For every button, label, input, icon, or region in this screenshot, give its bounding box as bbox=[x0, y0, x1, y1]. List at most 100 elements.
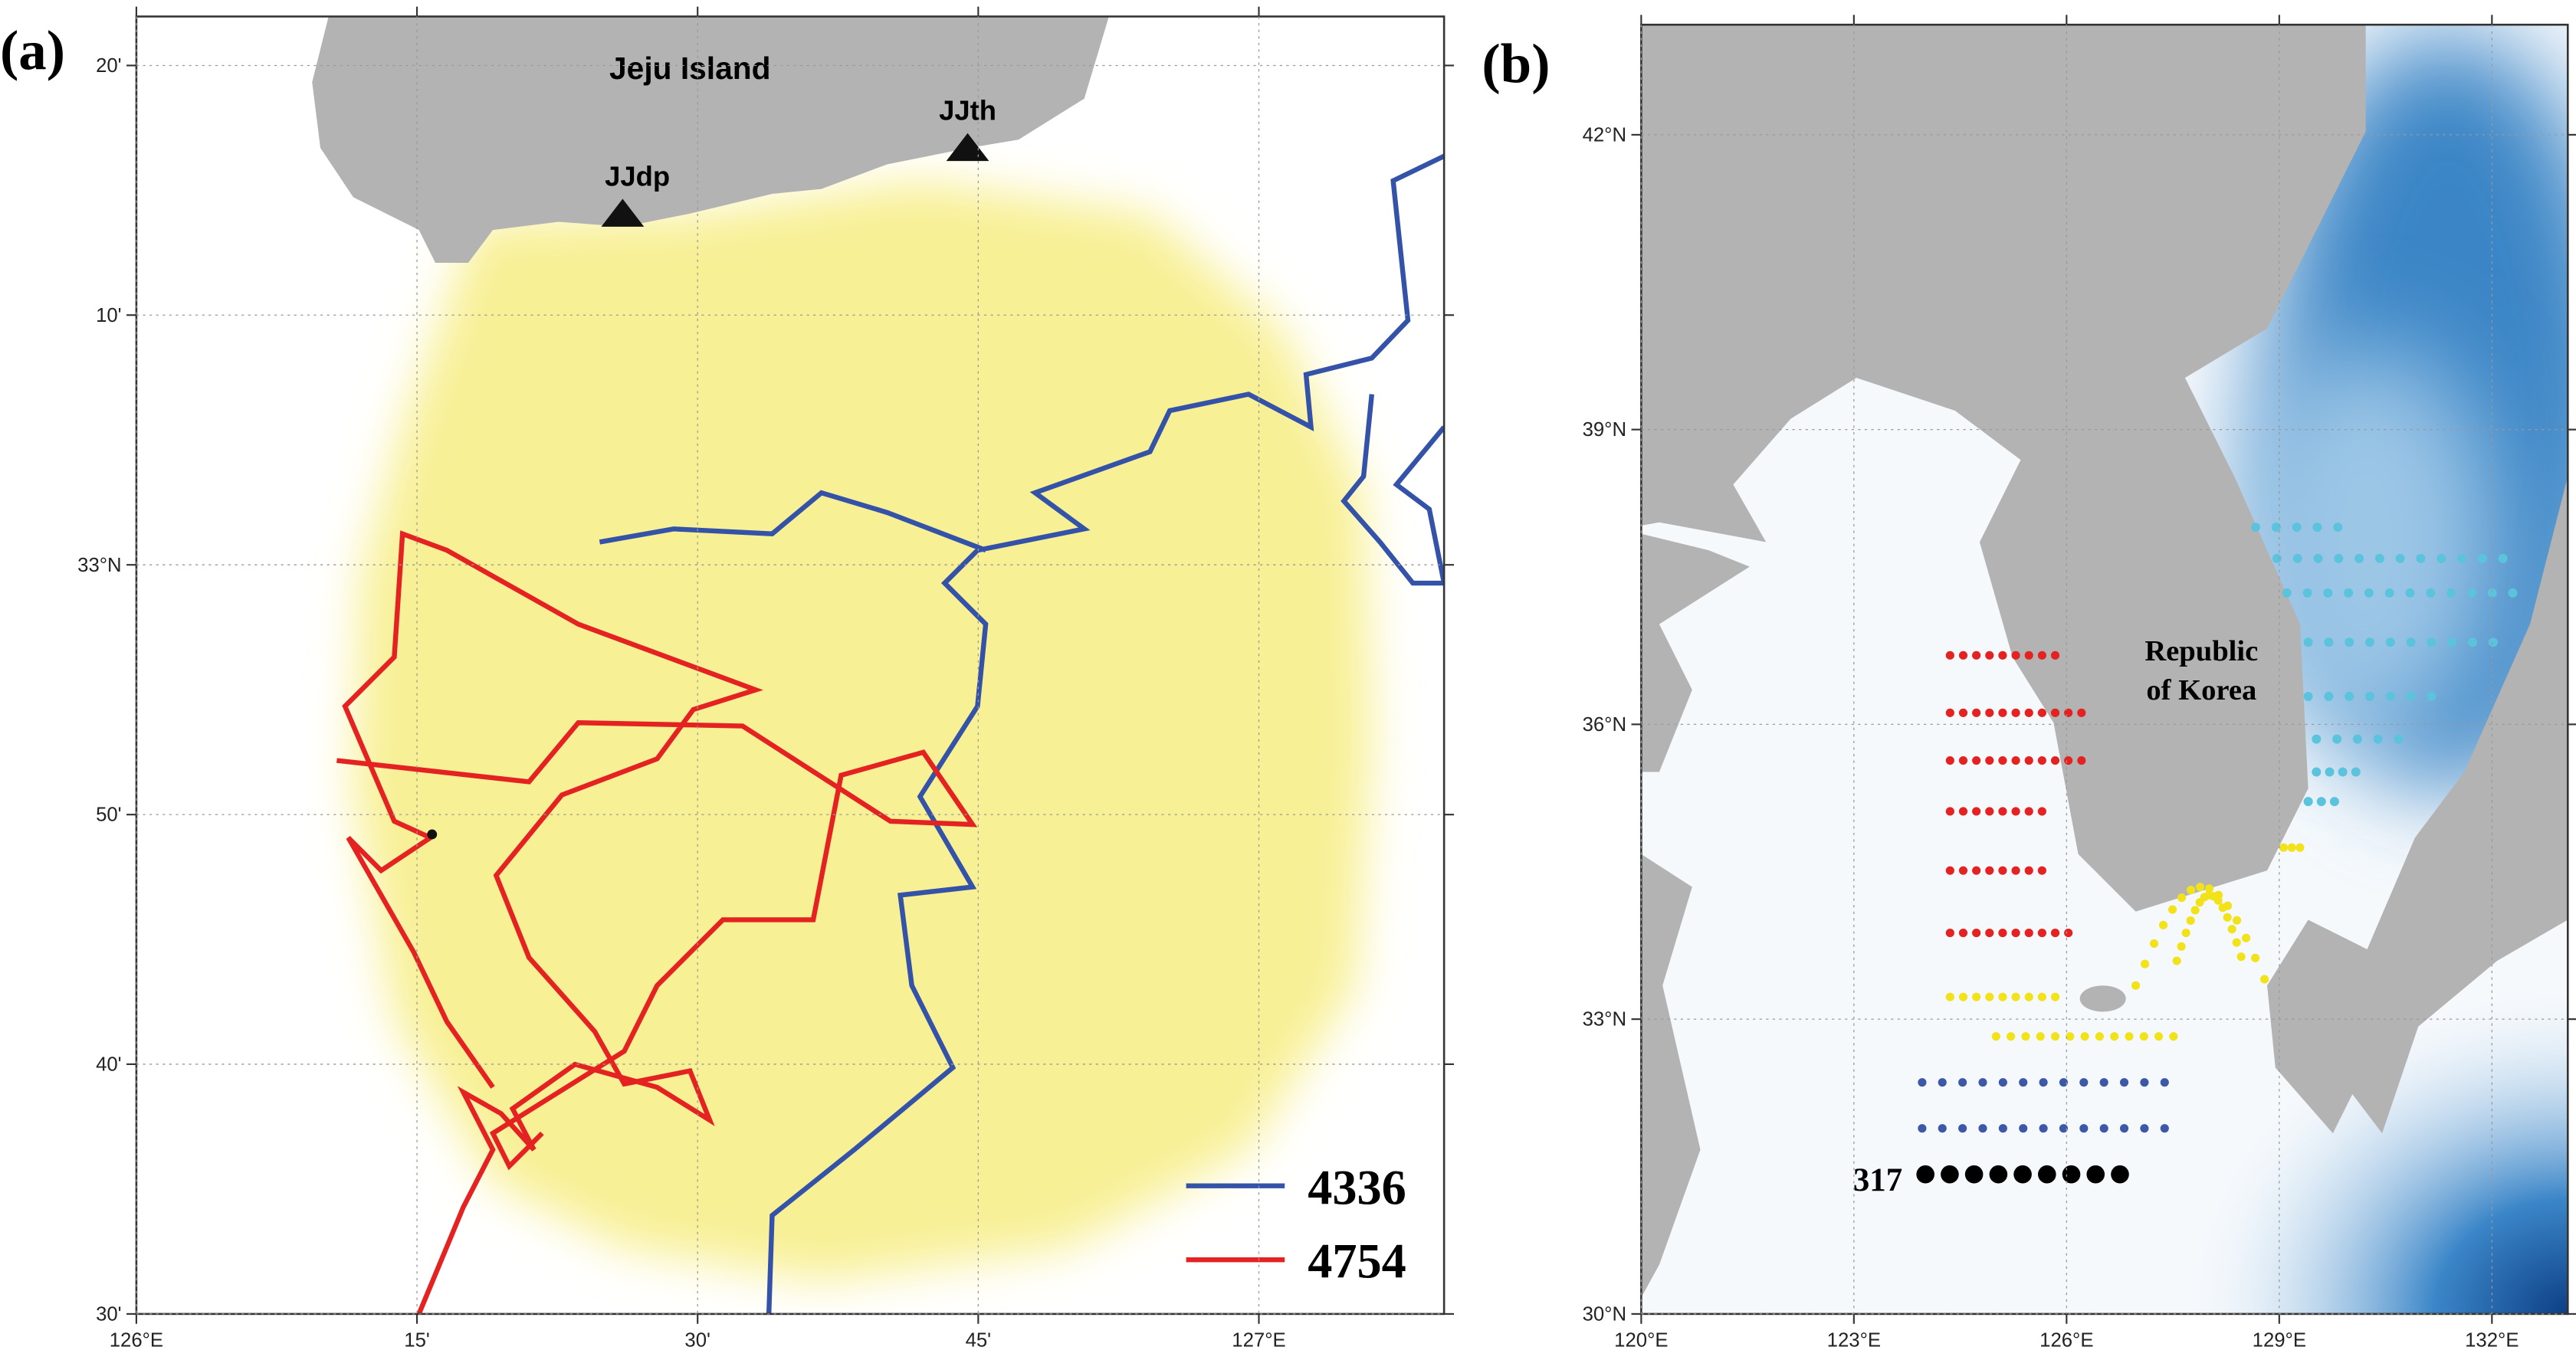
station bbox=[2324, 691, 2334, 701]
station-marker bbox=[946, 133, 989, 162]
station bbox=[2037, 755, 2046, 765]
station bbox=[2351, 767, 2361, 777]
station bbox=[1998, 708, 2007, 717]
station bbox=[1985, 992, 1994, 1001]
station bbox=[2467, 637, 2477, 647]
station bbox=[2024, 866, 2033, 875]
japan bbox=[2319, 476, 2568, 1134]
station bbox=[2427, 637, 2437, 647]
station bbox=[2079, 1124, 2089, 1133]
station bbox=[2050, 992, 2060, 1001]
station bbox=[2338, 767, 2348, 777]
station bbox=[1998, 755, 2007, 765]
station bbox=[2352, 734, 2362, 744]
station bbox=[2077, 755, 2086, 765]
station bbox=[2079, 1078, 2089, 1087]
station bbox=[2039, 1078, 2048, 1087]
station bbox=[1998, 1124, 2007, 1133]
stations bbox=[1916, 523, 2518, 1184]
station bbox=[2190, 906, 2200, 915]
station bbox=[1989, 1165, 2008, 1184]
station bbox=[2125, 1032, 2134, 1041]
station bbox=[2140, 1078, 2149, 1087]
station bbox=[2007, 1032, 2016, 1041]
station bbox=[2169, 1032, 2178, 1041]
x-tick-label: 45' bbox=[966, 1330, 992, 1352]
station bbox=[2329, 797, 2339, 807]
jeju-island bbox=[312, 16, 1109, 264]
station bbox=[1972, 992, 1981, 1001]
station bbox=[2271, 523, 2281, 533]
station bbox=[2024, 708, 2033, 717]
station bbox=[1998, 651, 2007, 660]
station bbox=[2477, 553, 2487, 563]
station bbox=[2374, 553, 2384, 563]
station bbox=[2279, 843, 2289, 852]
station bbox=[1978, 1124, 1987, 1133]
station bbox=[2160, 1124, 2169, 1133]
station bbox=[2416, 553, 2426, 563]
jeju bbox=[2079, 985, 2126, 1012]
station bbox=[2232, 938, 2241, 947]
y-tick-label: 42°N bbox=[1583, 124, 1626, 146]
station bbox=[2323, 588, 2333, 598]
station bbox=[2024, 755, 2033, 765]
station bbox=[2457, 553, 2467, 563]
station bbox=[2050, 929, 2060, 938]
station bbox=[2385, 691, 2395, 701]
station bbox=[2466, 588, 2476, 598]
station bbox=[2111, 1165, 2129, 1184]
map-area bbox=[1641, 25, 2568, 1314]
station bbox=[2066, 1032, 2075, 1041]
station bbox=[2080, 1032, 2089, 1041]
station bbox=[2312, 767, 2322, 777]
y-tick-label: 39°N bbox=[1583, 419, 1626, 441]
panel-label: (a) bbox=[0, 19, 65, 81]
station bbox=[2181, 928, 2190, 938]
x-tick-label: 127°E bbox=[1232, 1330, 1285, 1352]
station bbox=[2037, 929, 2046, 938]
station bbox=[2011, 992, 2020, 1001]
station bbox=[2050, 708, 2060, 717]
legend-label: 4754 bbox=[1308, 1234, 1406, 1289]
station bbox=[2064, 708, 2073, 717]
map-area bbox=[136, 16, 1445, 1314]
station bbox=[2158, 920, 2168, 929]
station bbox=[2313, 553, 2323, 563]
station bbox=[2167, 905, 2177, 914]
station bbox=[2172, 956, 2181, 965]
station bbox=[1938, 1078, 1947, 1087]
station bbox=[2295, 843, 2305, 852]
station bbox=[1985, 755, 1994, 765]
station bbox=[2508, 588, 2518, 598]
station bbox=[2316, 797, 2326, 807]
y-tick-label: 36°N bbox=[1583, 714, 1626, 736]
station bbox=[2119, 1124, 2129, 1133]
station bbox=[2233, 916, 2242, 925]
station bbox=[2177, 942, 2186, 951]
china-coast bbox=[1641, 854, 1701, 1298]
region-label: of Korea bbox=[2146, 674, 2256, 706]
station bbox=[2086, 1165, 2105, 1184]
station bbox=[2110, 1032, 2119, 1041]
station bbox=[2406, 691, 2416, 701]
x-tick-label: 120°E bbox=[1614, 1330, 1668, 1352]
station bbox=[2364, 691, 2374, 701]
x-tick-label: 129°E bbox=[2253, 1330, 2306, 1352]
station bbox=[1941, 1165, 1959, 1184]
station bbox=[2021, 1032, 2030, 1041]
station bbox=[2037, 708, 2046, 717]
x-tick-label: 132°E bbox=[2465, 1330, 2519, 1352]
station bbox=[2037, 651, 2046, 660]
station bbox=[1972, 708, 1981, 717]
station bbox=[2050, 755, 2060, 765]
station bbox=[2332, 734, 2342, 744]
x-tick-label: 30' bbox=[684, 1330, 710, 1352]
station bbox=[1998, 929, 2007, 938]
station bbox=[2095, 1032, 2104, 1041]
station bbox=[1985, 929, 1994, 938]
station bbox=[2050, 1032, 2060, 1041]
station bbox=[2487, 588, 2497, 598]
station bbox=[1945, 992, 1954, 1001]
